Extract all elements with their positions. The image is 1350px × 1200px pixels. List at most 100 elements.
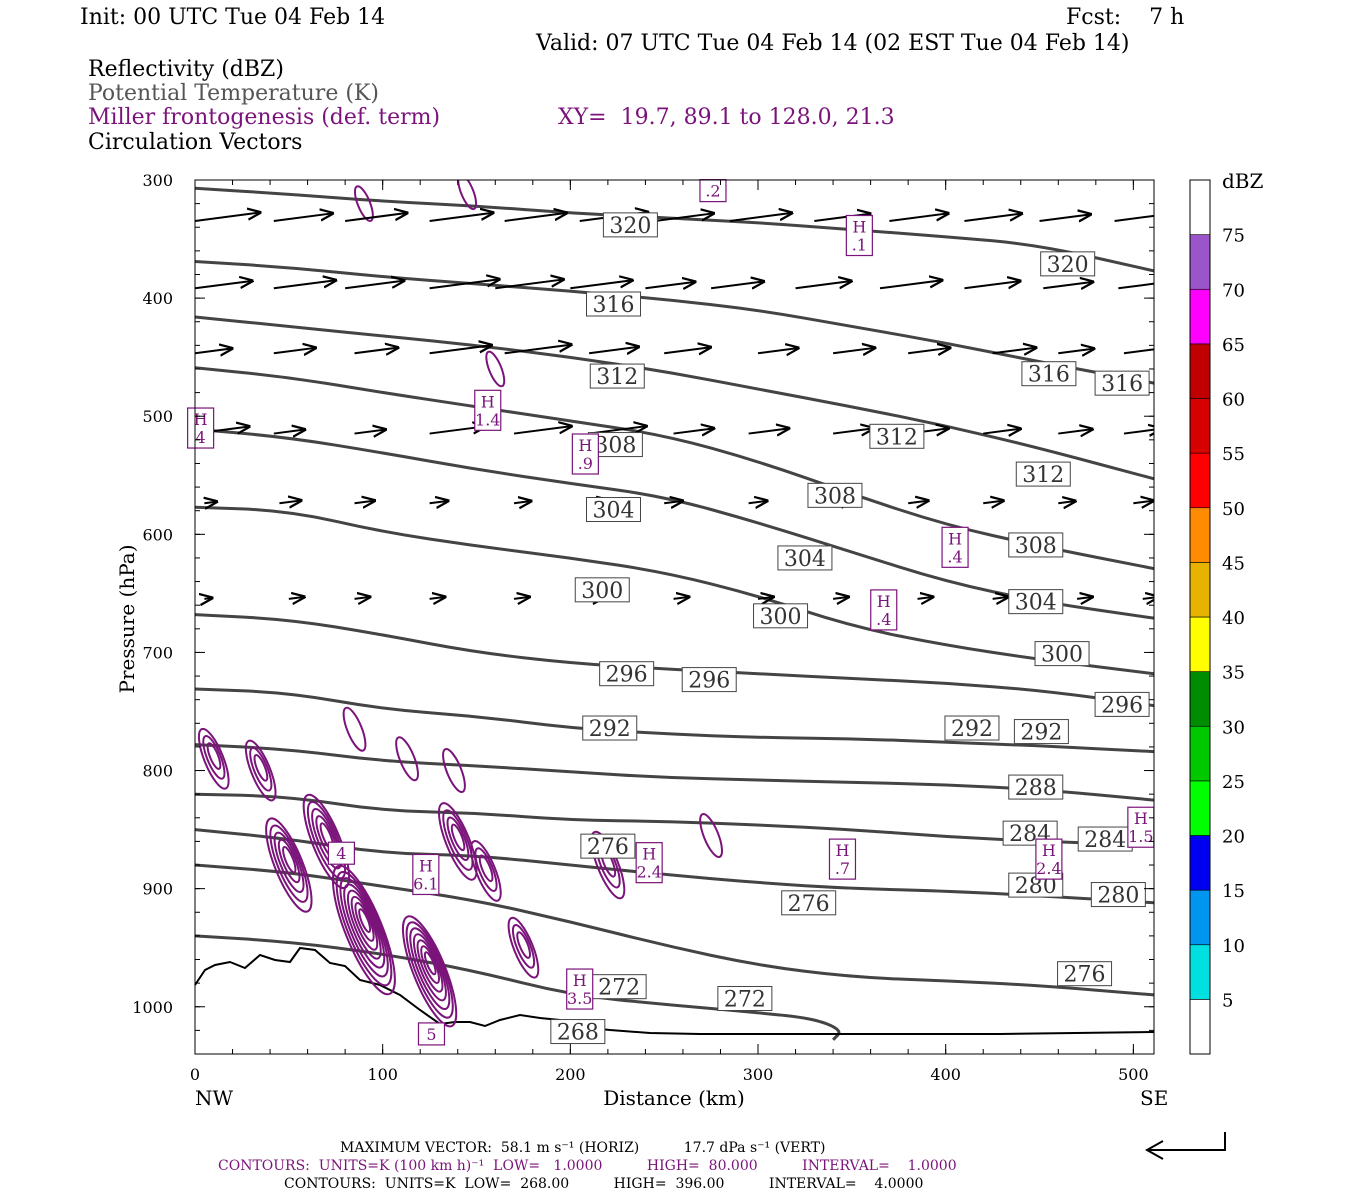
isentrope-label: 316 <box>586 291 642 318</box>
theta-field-label: Potential Temperature (K) <box>88 81 379 106</box>
frontogenesis-cluster <box>437 802 478 881</box>
frontogenesis-maximum-text: H <box>1134 809 1148 828</box>
vector-arrow <box>983 501 1003 504</box>
frontogenesis-cluster <box>401 915 458 1028</box>
frontogenesis-maximum: H2.4 <box>635 842 663 884</box>
vector-arrow <box>832 428 873 433</box>
colorbar-swatch <box>1189 780 1211 836</box>
colorbar-swatch <box>1189 507 1211 563</box>
colorbar-level: 5 <box>1222 990 1233 1011</box>
isentrope-320 <box>195 186 1154 273</box>
vector-arrow <box>1142 597 1154 599</box>
colorbar-swatch <box>1189 179 1211 235</box>
x-tick-label: 100 <box>367 1065 398 1084</box>
y-tick-label: 700 <box>142 643 173 662</box>
frontogenesis-maximum: .2 <box>699 179 727 203</box>
isentrope-label-text: 308 <box>814 484 856 509</box>
vector-arrow <box>908 348 950 353</box>
frontogenesis-maximum: H.9 <box>571 433 599 475</box>
frontogenesis-maximum-text: .9 <box>578 454 593 473</box>
plot-frame <box>194 179 1155 1055</box>
colorbar-level: 45 <box>1222 553 1245 574</box>
vector-arrow <box>354 501 375 504</box>
colorbar-swatch <box>1189 452 1211 509</box>
init-label: Init: 00 UTC Tue 04 Feb 14 <box>80 5 386 30</box>
isentrope-label: 300 <box>574 577 630 604</box>
isentrope-labels: 320 320 316 316 316 312 312 312 308 308 308 304 304 3… <box>550 212 1150 1046</box>
isentrope-label-text: 316 <box>1028 363 1070 388</box>
isentrope-308 <box>195 366 1154 571</box>
colorbar-level: 65 <box>1222 335 1245 356</box>
frontogenesis-maximum-text: H <box>419 856 433 875</box>
colorbar-level: 50 <box>1222 499 1245 520</box>
vector-arrow <box>429 501 449 503</box>
colorbar-swatch <box>1189 944 1211 1000</box>
frontogenesis-maximum-text: 5 <box>426 1025 436 1044</box>
vector-arrow <box>273 280 336 290</box>
frontogenesis-maximum: H.7 <box>828 838 857 880</box>
isentrope-label: 276 <box>781 890 837 917</box>
frontogenesis-maxima: H.1.2H1.4H.9H4H.4H.4H.7H2.4H2.4H1.5H6.14… <box>187 179 1155 1046</box>
vector-arrow <box>345 213 407 222</box>
vector-arrow <box>429 213 494 222</box>
vector-arrow <box>354 597 371 599</box>
colorbar-swatch <box>1189 725 1211 782</box>
vector-arrow <box>273 213 333 222</box>
vector-arrow <box>645 282 695 288</box>
frontogenesis-maximum: H6.1 <box>412 853 440 896</box>
isentrope-label: 300 <box>753 603 809 630</box>
frontogenesis-maximum-text: H <box>578 436 592 455</box>
colorbar-swatch <box>1189 234 1211 290</box>
colorbar-level: 30 <box>1222 717 1245 738</box>
frontogenesis-maximum: 5 <box>417 1022 446 1046</box>
isentrope-label-text: 284 <box>1084 828 1126 853</box>
isentrope-label-text: 276 <box>788 892 830 917</box>
isentrope-label-text: 312 <box>876 425 918 450</box>
isentrope-label: 304 <box>1008 589 1064 616</box>
vector-arrow <box>1133 501 1153 504</box>
frontogenesis-cluster <box>507 916 540 979</box>
frontogenesis-cluster <box>442 748 466 794</box>
vector-arrow <box>748 428 789 433</box>
frontogenesis-cluster <box>265 817 313 913</box>
vector-arrow <box>673 597 690 599</box>
reference-vector-icon <box>1144 1132 1226 1160</box>
colorbar-level: 60 <box>1222 390 1245 411</box>
vector-arrow <box>513 597 530 599</box>
vector-arrow <box>757 597 774 599</box>
y-tick-label: 500 <box>142 407 173 426</box>
frontogenesis-maximum: H1.4 <box>474 389 502 431</box>
colorbar-swatch <box>1189 671 1211 727</box>
frontogenesis-maximum-text: 3.5 <box>567 989 592 1008</box>
vector-arrow <box>664 347 711 353</box>
x-tick-label: 500 <box>1118 1065 1149 1084</box>
colorbar-level: 70 <box>1222 280 1245 301</box>
isentrope-label: 276 <box>580 833 636 860</box>
vector-arrow <box>889 213 948 222</box>
vector-arrow <box>495 279 563 290</box>
vector-arrow <box>504 213 567 222</box>
colorbar-level: 55 <box>1222 444 1245 465</box>
isentrope-label: 308 <box>807 482 863 509</box>
vector-arrow <box>1123 348 1154 354</box>
y-tick-label: 800 <box>142 762 173 781</box>
colorbar-swatch <box>1189 889 1211 946</box>
theta-contour-footer: CONTOURS: UNITS=K LOW= 268.00 HIGH= 396.… <box>284 1176 924 1192</box>
vector-arrow <box>570 280 632 290</box>
isentrope-label: 320 <box>602 212 658 239</box>
vector-arrow <box>992 348 1036 354</box>
frontogenesis-maximum-text: 1.5 <box>1128 827 1153 846</box>
colorbar-swatch <box>1189 999 1211 1055</box>
isentrope-label: 292 <box>582 715 638 742</box>
isentrope-label: 296 <box>1094 691 1150 718</box>
frontogenesis-maximum: H1.5 <box>1127 806 1155 848</box>
vector-arrow <box>429 279 500 290</box>
frontogenesis-maximum-text: H <box>573 971 587 990</box>
vector-arrow <box>654 213 714 222</box>
isentrope-label: 320 <box>1040 251 1096 278</box>
isentrope-label-text: 308 <box>1015 534 1057 559</box>
reflectivity-field-label: Reflectivity (dBZ) <box>88 57 284 82</box>
vector-arrow <box>757 348 798 353</box>
isentrope-284 <box>195 792 1154 847</box>
